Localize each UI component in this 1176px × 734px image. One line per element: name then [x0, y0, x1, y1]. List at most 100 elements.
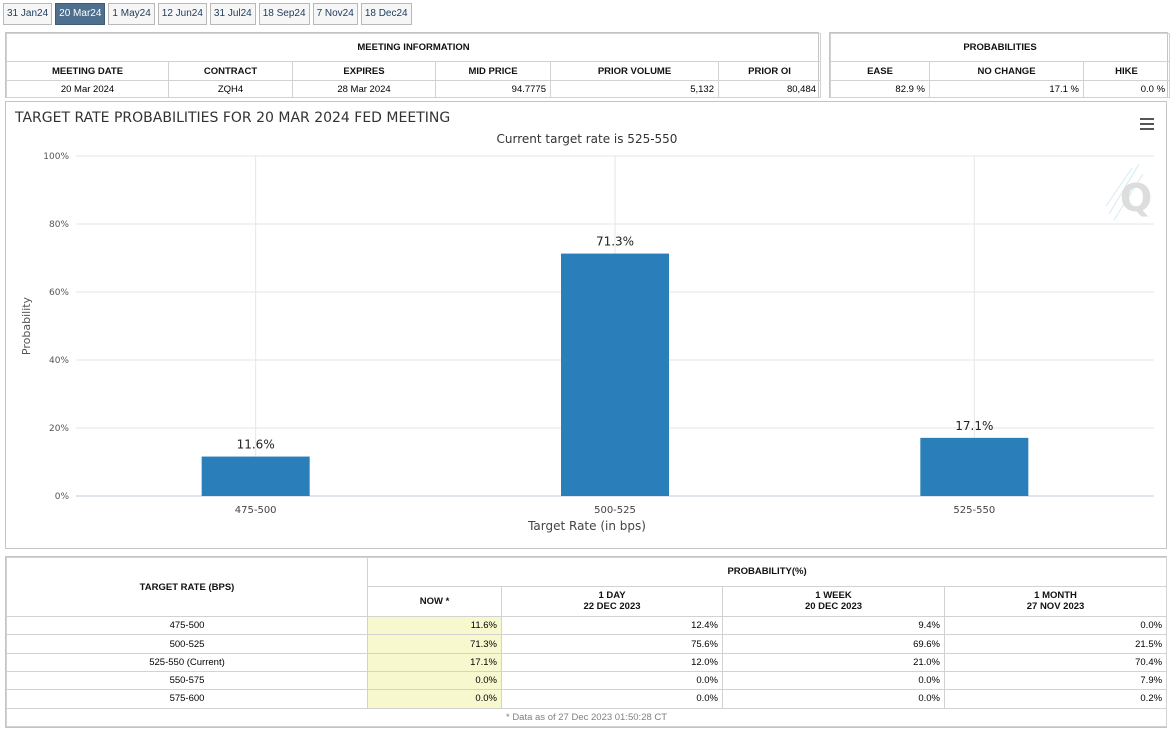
- data-label: 17.1%: [955, 419, 993, 433]
- x-axis-ticks: 475-500 500-525 525-550: [235, 505, 995, 516]
- x-tick-label: 525-550: [953, 505, 995, 516]
- header-prior-volume: PRIOR VOLUME: [550, 61, 719, 81]
- header-expires: EXPIRES: [292, 61, 436, 81]
- day-cell: 0.0%: [501, 670, 723, 691]
- target-rate-cell: 500-525: [6, 634, 368, 654]
- chart-subtitle: Current target rate is 525-550: [497, 132, 678, 146]
- now-cell: 17.1%: [367, 652, 502, 672]
- header-hike: HIKE: [1082, 61, 1171, 81]
- y-tick-label: 100%: [43, 152, 69, 162]
- contract-value: ZQH4: [168, 80, 293, 98]
- table-row: 500-525 71.3% 75.6% 69.6% 21.5%: [6, 634, 1168, 654]
- month-cell: 0.0%: [943, 616, 1168, 636]
- tab-18-sep24[interactable]: 18 Sep24: [258, 3, 310, 25]
- tab-20-mar24[interactable]: 20 Mar24: [55, 3, 106, 25]
- meeting-date-value: 20 Mar 2024: [6, 80, 169, 98]
- probabilities-title: PROBABILITIES: [829, 33, 1171, 62]
- ease-value: 82.9 %: [830, 80, 930, 98]
- expires-value: 28 Mar 2024: [292, 80, 436, 98]
- no-change-value: 17.1 %: [929, 80, 1084, 98]
- target-rate-cell: 525-550 (Current): [6, 652, 368, 672]
- x-axis-label: Target Rate (in bps): [527, 519, 646, 533]
- chart-data-labels: 11.6% 71.3% 17.1%: [237, 235, 994, 452]
- week-cell: 0.0%: [722, 670, 945, 691]
- mid-price-value: 94.7775: [435, 80, 551, 98]
- tab-31-jul24[interactable]: 31 Jul24: [209, 3, 256, 25]
- y-tick-label: 0%: [55, 492, 70, 502]
- table-row: 550-575 0.0% 0.0% 0.0% 7.9%: [6, 670, 1168, 691]
- tab-12-jun24[interactable]: 12 Jun24: [157, 3, 207, 25]
- header-contract: CONTRACT: [168, 61, 293, 81]
- meeting-information-title: MEETING INFORMATION: [5, 33, 822, 62]
- y-tick-label: 40%: [49, 356, 69, 366]
- table-row: 525-550 (Current) 17.1% 12.0% 21.0% 70.4…: [6, 652, 1168, 672]
- day-cell: 12.4%: [501, 616, 723, 636]
- target-rate-probability-chart: TARGET RATE PROBABILITIES FOR 20 MAR 202…: [14, 110, 1154, 533]
- tab-31-jan24[interactable]: 31 Jan24: [3, 3, 53, 25]
- header-now: NOW *: [367, 585, 502, 618]
- header-meeting-date: MEETING DATE: [6, 61, 169, 81]
- week-cell: 21.0%: [722, 652, 945, 672]
- meeting-date-tabs: 31 Jan24 20 Mar24 1 May24 12 Jun24 31 Ju…: [3, 3, 412, 25]
- month-cell: 0.2%: [943, 689, 1168, 709]
- target-rate-cell: 575-600: [6, 689, 368, 709]
- y-axis-ticks: 0% 20% 40% 60% 80% 100%: [43, 152, 69, 502]
- chart-title: TARGET RATE PROBABILITIES FOR 20 MAR 202…: [14, 110, 450, 126]
- tab-7-nov24[interactable]: 7 Nov24: [312, 3, 358, 25]
- probabilities-table: PROBABILITIES EASE NO CHANGE HIKE 82.9 %…: [829, 33, 1171, 98]
- meeting-information-table: MEETING INFORMATION MEETING DATE CONTRAC…: [5, 33, 822, 98]
- probability-history-table: TARGET RATE (BPS) PROBABILITY(%) NOW * 1…: [5, 556, 1168, 728]
- now-cell: 0.0%: [367, 689, 502, 709]
- header-mid-price: MID PRICE: [435, 61, 551, 81]
- week-cell: 69.6%: [722, 634, 945, 654]
- tab-1-may24[interactable]: 1 May24: [108, 3, 155, 25]
- tab-18-dec24[interactable]: 18 Dec24: [360, 3, 412, 25]
- day-cell: 12.0%: [501, 652, 723, 672]
- week-cell: 0.0%: [722, 689, 945, 709]
- now-cell: 0.0%: [367, 670, 502, 691]
- header-1-month: 1 MONTH 27 NOV 2023: [943, 585, 1168, 618]
- hike-value: 0.0 %: [1082, 80, 1171, 98]
- now-cell: 11.6%: [367, 616, 502, 636]
- data-label: 11.6%: [237, 438, 275, 452]
- y-tick-label: 60%: [49, 288, 69, 298]
- header-probability: PROBABILITY(%): [366, 557, 1168, 587]
- month-cell: 7.9%: [943, 670, 1168, 691]
- probabilities-panel: PROBABILITIES EASE NO CHANGE HIKE 82.9 %…: [829, 32, 1171, 98]
- month-cell: 21.5%: [943, 634, 1168, 654]
- target-rate-cell: 550-575: [6, 670, 368, 691]
- x-tick-label: 475-500: [235, 505, 277, 516]
- bar-525-550[interactable]: [920, 437, 1029, 496]
- y-tick-label: 20%: [49, 424, 69, 434]
- probability-history-panel: TARGET RATE (BPS) PROBABILITY(%) NOW * 1…: [5, 556, 1168, 728]
- prior-oi-value: 80,484: [717, 80, 822, 98]
- day-cell: 0.0%: [501, 689, 723, 709]
- header-prior-oi: PRIOR OI: [717, 61, 822, 81]
- header-no-change: NO CHANGE: [929, 61, 1084, 81]
- table-row: 575-600 0.0% 0.0% 0.0% 0.2%: [6, 689, 1168, 709]
- svg-text:Q: Q: [1120, 176, 1152, 220]
- header-target-rate: TARGET RATE (BPS): [6, 556, 368, 618]
- prior-volume-value: 5,132: [550, 80, 719, 98]
- day-cell: 75.6%: [501, 634, 723, 654]
- header-1-week: 1 WEEK 20 DEC 2023: [722, 585, 945, 618]
- data-label: 71.3%: [596, 235, 634, 249]
- x-tick-label: 500-525: [594, 505, 636, 516]
- now-cell: 71.3%: [367, 634, 502, 654]
- target-rate-cell: 475-500: [6, 616, 368, 636]
- month-cell: 70.4%: [943, 652, 1168, 672]
- chart-menu-icon[interactable]: [1140, 118, 1154, 130]
- bar-475-500[interactable]: [201, 456, 310, 496]
- week-cell: 9.4%: [722, 616, 945, 636]
- chart-bars: [201, 253, 1029, 496]
- table-row: 475-500 11.6% 12.4% 9.4% 0.0%: [6, 616, 1168, 636]
- y-tick-label: 80%: [49, 220, 69, 230]
- chart-panel: TARGET RATE PROBABILITIES FOR 20 MAR 202…: [5, 101, 1167, 549]
- data-timestamp-note: * Data as of 27 Dec 2023 01:50:28 CT: [5, 707, 1168, 728]
- q-logo-icon: Q: [1105, 163, 1152, 221]
- meeting-information-panel: MEETING INFORMATION MEETING DATE CONTRAC…: [5, 32, 822, 98]
- bar-500-525[interactable]: [561, 253, 669, 496]
- header-1-day: 1 DAY 22 DEC 2023: [501, 585, 723, 618]
- y-axis-label: Probability: [20, 296, 33, 355]
- header-ease: EASE: [830, 61, 930, 81]
